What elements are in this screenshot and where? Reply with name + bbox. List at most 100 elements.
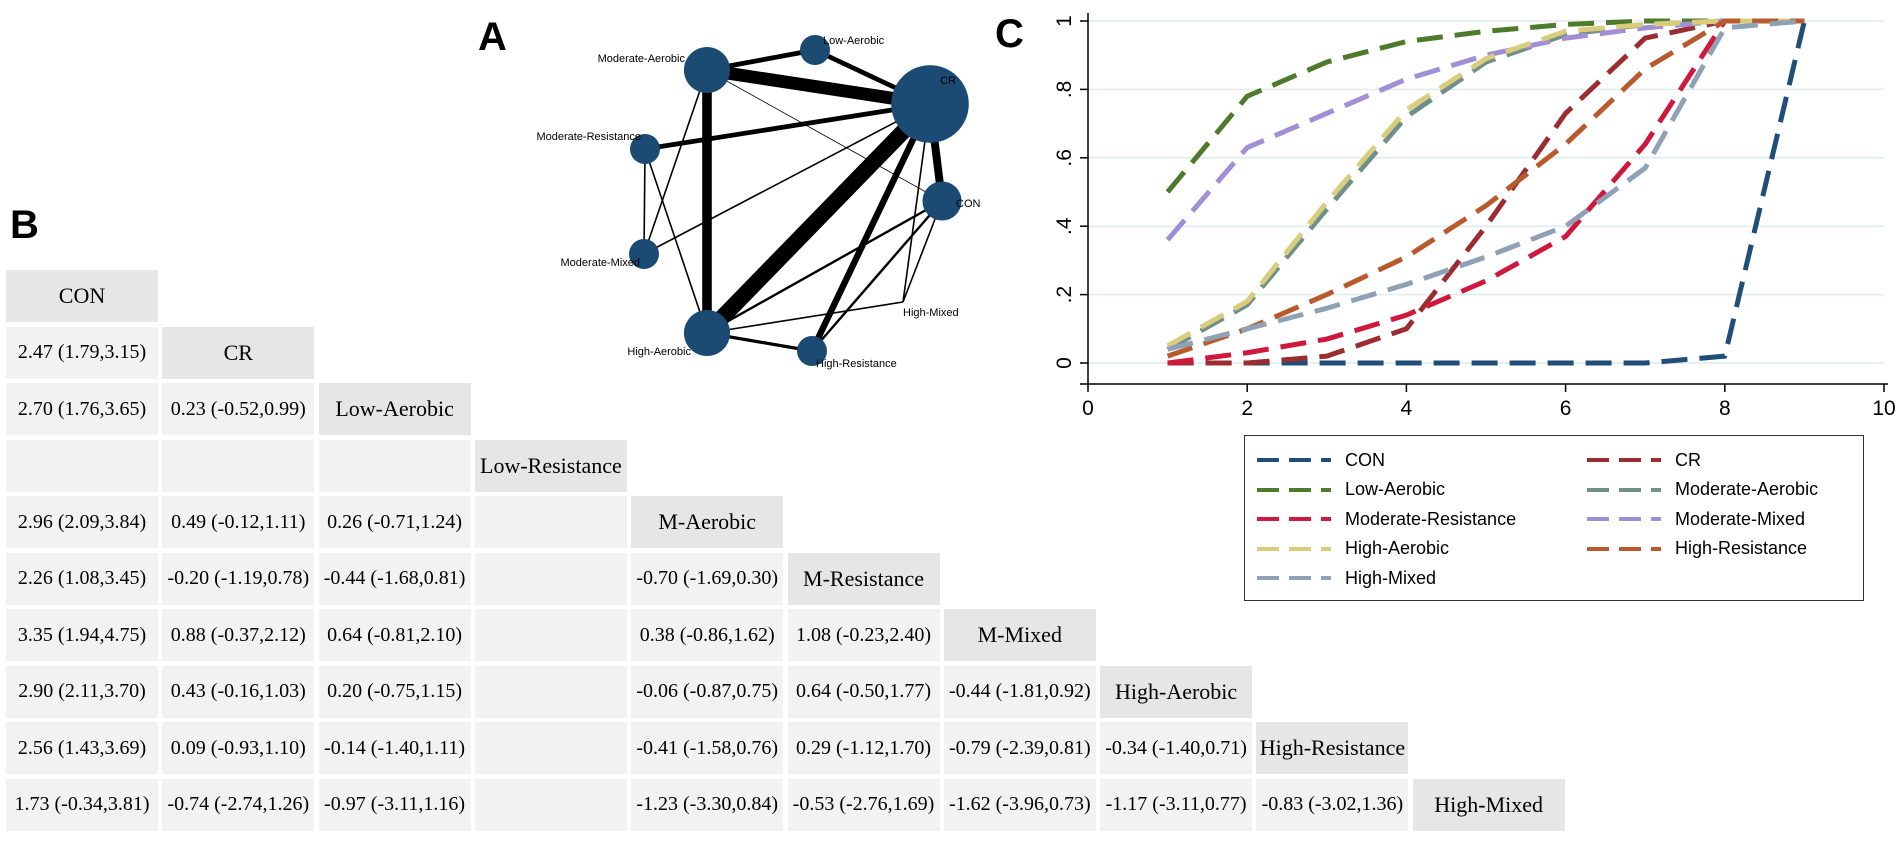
network-edge-moderate-resistance-moderate-mixed [643, 148, 646, 255]
network-nodes [629, 35, 969, 366]
league-cell: 0.23 (-0.52,0.99) [162, 383, 315, 435]
network-node-low-aerobic [800, 35, 830, 65]
league-cell: 0.43 (-0.16,1.03) [162, 665, 315, 718]
legend-label: High-Mixed [1345, 567, 1437, 588]
legend-swatch [1587, 546, 1661, 551]
legend-item-low-aerobic: Low-Aerobic [1255, 476, 1445, 504]
league-cell: -0.20 (-1.19,0.78) [162, 552, 315, 605]
legend-swatch [1257, 576, 1331, 581]
network-label-moderate-aerobic: Moderate-Aerobic [598, 53, 686, 65]
x-tick-label-5: 10 [1872, 397, 1895, 420]
network-node-moderate-aerobic [683, 46, 731, 94]
league-cell: 0.64 (-0.50,1.77) [787, 665, 940, 718]
network-edges [643, 47, 946, 353]
legend-item-cr: CR [1585, 446, 1701, 474]
network-node-cr [891, 65, 969, 143]
network-node-high-resistance [797, 336, 827, 366]
y-tick-label-3: .6 [1053, 149, 1076, 167]
league-cell: 0.38 (-0.86,1.62) [631, 609, 784, 661]
league-header-m-mixed: M-Mixed [943, 609, 1096, 661]
chart-legend: CON CR Low-Aerobic Moderate-Aerobic Moderate… [1244, 435, 1864, 601]
league-cell [474, 609, 627, 661]
legend-label: Moderate-Resistance [1345, 508, 1517, 529]
series-line-con [1167, 20, 1807, 366]
legend-item-con: CON [1255, 446, 1385, 474]
network-label-moderate-resistance: Moderate-Resistance [536, 131, 641, 143]
league-cell: -1.62 (-3.96,0.73) [943, 778, 1096, 831]
legend-label: Moderate-Mixed [1675, 508, 1806, 529]
league-cell: 2.96 (2.09,3.84) [6, 496, 158, 548]
network-edge-cr-high-resistance [809, 102, 933, 353]
series-line-high-aerobic [1166, 18, 1805, 349]
league-cell: 2.70 (1.76,3.65) [6, 383, 158, 435]
league-header-con: CON [6, 270, 158, 322]
network-node-moderate-resistance [630, 134, 660, 164]
league-cell [162, 439, 315, 492]
league-cell: -0.34 (-1.40,0.71) [1100, 722, 1253, 774]
league-cell: -0.14 (-1.40,1.11) [318, 722, 471, 774]
league-cell: 0.26 (-0.71,1.24) [318, 496, 471, 548]
x-tick-label-3: 6 [1560, 397, 1572, 420]
league-header-m-resistance: M-Resistance [787, 552, 940, 605]
network-label-cr: CR [940, 75, 956, 87]
league-header-m-aerobic: M-Aerobic [631, 496, 784, 548]
legend-item-moderate-resistance: Moderate-Resistance [1255, 505, 1516, 533]
league-header-low-resistance: Low-Resistance [474, 439, 627, 492]
network-label-high-aerobic: High-Aerobic [627, 346, 691, 358]
network-edge-cr-moderate-resistance [644, 101, 931, 152]
legend-item-high-mixed: High-Mixed [1255, 564, 1436, 592]
legend-label: High-Aerobic [1345, 538, 1450, 559]
league-cell: 0.88 (-0.37,2.12) [162, 609, 315, 661]
legend-swatch [1257, 458, 1331, 462]
league-header-high-aerobic: High-Aerobic [1100, 665, 1253, 718]
league-header-low-aerobic: Low-Aerobic [318, 383, 471, 435]
league-cell: 0.09 (-0.93,1.10) [162, 722, 315, 774]
legend-swatch [1587, 517, 1661, 522]
x-tick-label-0: 0 [1082, 397, 1094, 420]
y-tick-label-5: 1 [1053, 15, 1076, 27]
network-edge-moderate-aerobic-con [706, 69, 943, 202]
league-cell [474, 722, 627, 774]
legend-label: Moderate-Aerobic [1675, 479, 1819, 500]
x-tick-label-2: 4 [1401, 397, 1413, 420]
legend-label: CON [1345, 449, 1385, 470]
panel-c-letter: C [995, 12, 1024, 56]
network-node-high-aerobic [683, 309, 731, 357]
league-cell: -0.79 (-2.39,0.81) [943, 722, 1096, 774]
league-cell: -0.06 (-0.87,0.75) [631, 665, 784, 718]
league-cell: -0.41 (-1.58,0.76) [631, 722, 784, 774]
y-tick-label-2: .4 [1053, 217, 1076, 235]
league-cell [474, 496, 627, 548]
chart-series [1165, 18, 1807, 366]
network-label-low-aerobic: Low-Aerobic [823, 35, 885, 47]
network-edge-cr-moderate-mixed [643, 103, 931, 255]
league-cell: 0.29 (-1.12,1.70) [787, 722, 940, 774]
network-edge-high-resistance-con [811, 200, 943, 352]
legend-item-high-resistance: High-Resistance [1585, 535, 1807, 563]
y-tick-label-4: .8 [1053, 81, 1076, 99]
legend-item-moderate-aerobic: Moderate-Aerobic [1585, 476, 1818, 504]
league-cell: -0.74 (-2.74,1.26) [162, 778, 315, 831]
league-cell: -1.17 (-3.11,0.77) [1100, 778, 1253, 831]
network-node-moderate-mixed [629, 239, 659, 269]
league-header-high-mixed: High-Mixed [1412, 778, 1565, 831]
ranking-line-chart: 0.2.4.6.810 2 4 6 8 10 [1053, 13, 1896, 420]
league-cell: 0.64 (-0.81,2.10) [318, 609, 471, 661]
network-label-high-resistance: High-Resistance [816, 358, 897, 370]
league-cell: 2.56 (1.43,3.69) [6, 722, 158, 774]
network-edge-high-aerobic-con [706, 199, 943, 335]
league-cell: -1.23 (-3.30,0.84) [631, 778, 784, 831]
panel-b-letter: B [10, 203, 39, 247]
league-cell: 2.90 (2.11,3.70) [6, 665, 158, 718]
network-label-moderate-mixed: Moderate-Mixed [561, 257, 640, 269]
network-label-high-mixed: High-Mixed [903, 307, 959, 319]
network-plot: Moderate-Aerobic Low-Aerobic CR Moderate-Re… [536, 35, 980, 370]
network-edge-moderate-aerobic-moderate-mixed [643, 69, 708, 255]
league-cell: -0.44 (-1.68,0.81) [318, 552, 471, 605]
legend-item-high-aerobic: High-Aerobic [1255, 535, 1449, 563]
legend-swatch [1587, 487, 1661, 492]
league-cell [474, 778, 627, 831]
network-edge-cr-high-aerobic [701, 98, 936, 339]
network-node-con [922, 181, 962, 221]
legend-label: Low-Aerobic [1345, 479, 1446, 500]
